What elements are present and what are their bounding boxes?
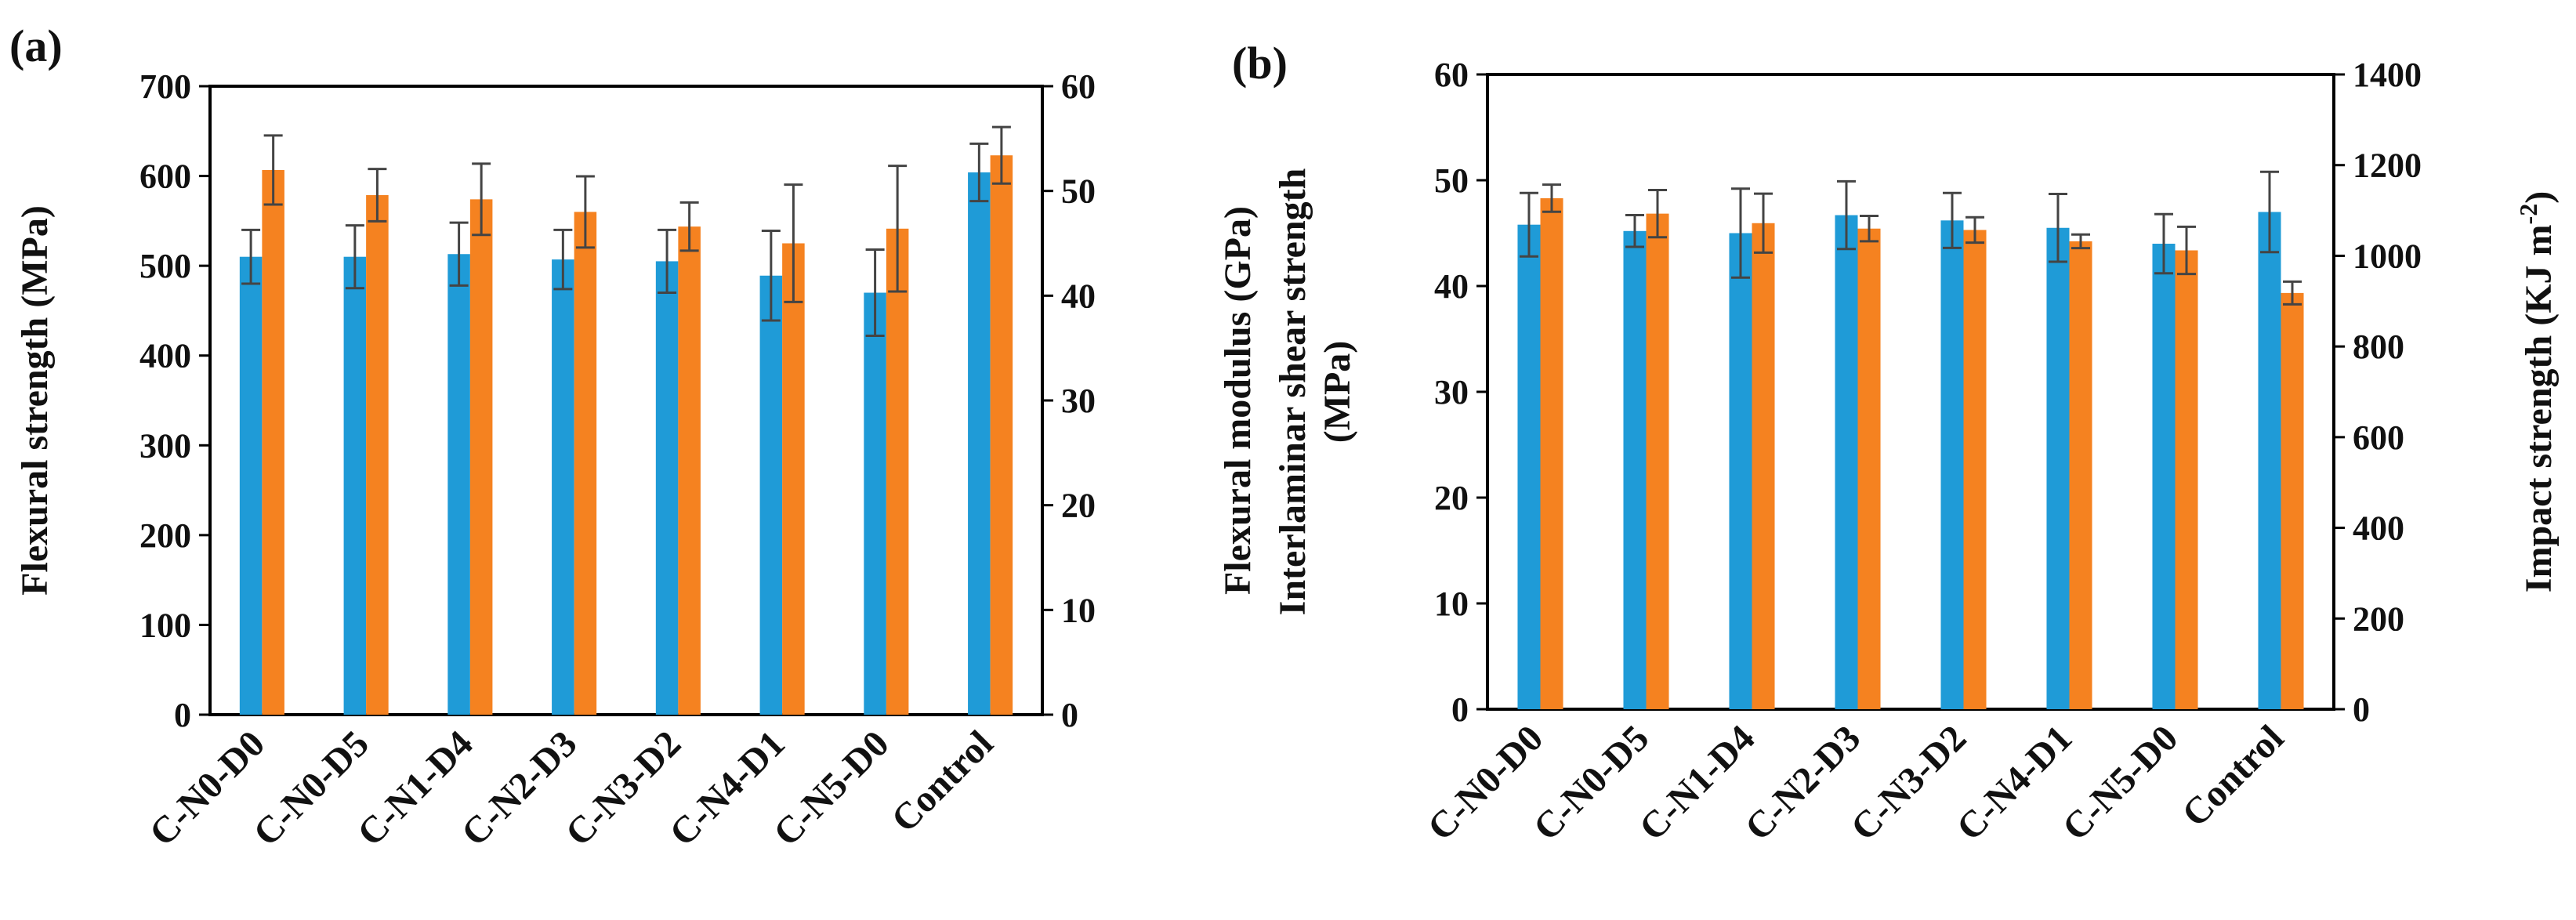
- y-tick-label: 700: [139, 67, 191, 106]
- panel-b-chart: (b)0102030405060020040060080010001200140…: [1232, 38, 2560, 849]
- y2-tick-label: 60: [1061, 67, 1096, 106]
- y2-tick-label: 1000: [2353, 237, 2422, 275]
- category-label: C-N3-D2: [1843, 717, 1975, 849]
- category-label: C-N5-D0: [766, 723, 897, 854]
- bar-right-series: [990, 155, 1013, 715]
- bar-right-series: [469, 199, 493, 715]
- y2-tick-label: 600: [2353, 418, 2404, 457]
- bar-right-series: [574, 212, 597, 715]
- category-label: C-N0-D0: [142, 723, 274, 854]
- plot-frame: [208, 85, 1044, 716]
- category-label: C-N3-D2: [558, 723, 690, 854]
- panel-label: (b): [1232, 38, 1288, 89]
- bar-left-series: [343, 256, 367, 715]
- category-label: C-N1-D4: [1632, 717, 1763, 849]
- y-tick-label: 300: [139, 426, 191, 465]
- bar-right-series: [678, 226, 701, 715]
- category-label: Control: [883, 723, 1001, 840]
- y-tick-label: 0: [174, 696, 191, 734]
- y-tick-label: 600: [139, 158, 191, 196]
- category-label: C-N1-D4: [350, 723, 481, 854]
- y2-tick-label: 800: [2353, 328, 2404, 366]
- y-tick-label: 400: [139, 337, 191, 375]
- category-label: C-N0-D5: [1526, 717, 1658, 849]
- bar-right-series: [1963, 230, 1987, 709]
- y2-tick-label: 1200: [2353, 147, 2422, 185]
- y2-tick-label: 30: [1061, 382, 1096, 420]
- bar-left-series: [655, 261, 679, 715]
- bar-right-series: [782, 243, 805, 715]
- bar-right-series: [1646, 213, 1669, 709]
- bar-left-series: [552, 259, 574, 715]
- y-tick-label: 500: [139, 247, 191, 285]
- y-tick-label: 50: [1434, 161, 1469, 200]
- category-label: C-N4-D1: [661, 723, 793, 854]
- y-axis-label: Flexural strength (MPa): [14, 205, 56, 596]
- panel-label: (a): [9, 20, 63, 71]
- y2-tick-label: 50: [1061, 172, 1096, 211]
- y2-tick-label: 200: [2353, 599, 2404, 638]
- bar-right-series: [1857, 228, 1881, 709]
- y2-tick-label: 20: [1061, 487, 1096, 525]
- bar-left-series: [1940, 220, 1964, 709]
- y2-tick-label: 1400: [2353, 56, 2422, 94]
- y2-tick-label: 10: [1061, 591, 1096, 629]
- bar-right-series: [1752, 223, 1775, 709]
- category-label: C-N2-D3: [454, 723, 585, 854]
- bar-left-series: [1729, 233, 1752, 709]
- y2-axis-label: Flexural modulus (GPa): [1217, 206, 1259, 595]
- y-tick-label: 60: [1434, 56, 1469, 94]
- y2-axis-label-end: ): [2518, 191, 2560, 204]
- bar-left-series: [759, 275, 783, 715]
- bar-left-series: [1517, 224, 1541, 709]
- bar-right-series: [886, 228, 909, 715]
- y2-tick-label: 400: [2353, 509, 2404, 548]
- bar-left-series: [1623, 230, 1647, 709]
- bar-right-series: [2069, 241, 2092, 709]
- y2-axis-label: Impact strength (KJ m-2): [2514, 191, 2560, 592]
- y2-tick-label: 40: [1061, 277, 1096, 315]
- category-label: C-N0-D0: [1420, 717, 1552, 849]
- bar-left-series: [2046, 227, 2070, 709]
- y2-axis-label-text: Impact strength (KJ m: [2518, 224, 2560, 592]
- bar-right-series: [2175, 250, 2198, 709]
- y2-tick-label: 0: [1061, 696, 1078, 734]
- category-label: Control: [2174, 717, 2292, 835]
- panel-a-chart: (a) 0 100 200 300 400 500 600 700 0 10 20 30 40 50 60 C-…: [9, 20, 1259, 854]
- y-tick-label: 0: [1451, 690, 1469, 729]
- bar-right-series: [2281, 292, 2304, 709]
- y-axis-label: Interlaminar shear strength: [1272, 168, 1313, 616]
- bar-left-series: [1835, 215, 1858, 709]
- category-label: C-N5-D0: [2055, 717, 2187, 849]
- bar-left-series: [447, 254, 470, 715]
- bar-left-series: [864, 292, 886, 715]
- bar-left-series: [2152, 244, 2176, 709]
- bar-left-series: [2258, 212, 2281, 709]
- y2-axis-label-superscript: -2: [2514, 204, 2542, 225]
- category-label: C-N0-D5: [245, 723, 377, 854]
- bar-right-series: [1540, 197, 1563, 709]
- y-tick-label: 100: [139, 606, 191, 644]
- y2-tick-label: 0: [2353, 690, 2370, 729]
- bar-left-series: [239, 256, 263, 715]
- y-tick-label: 10: [1434, 585, 1469, 623]
- category-label: C-N4-D1: [1949, 717, 2081, 849]
- y-axis-label-unit: (MPa): [1317, 341, 1358, 444]
- bar-left-series: [968, 172, 991, 715]
- y-tick-label: 200: [139, 516, 191, 555]
- category-label: C-N2-D3: [1737, 717, 1869, 849]
- bar-right-series: [262, 169, 284, 715]
- y-tick-label: 40: [1434, 267, 1469, 306]
- bar-right-series: [366, 195, 389, 715]
- y-tick-label: 30: [1434, 373, 1469, 411]
- plot-frame: [1486, 73, 2335, 711]
- y-tick-label: 20: [1434, 479, 1469, 517]
